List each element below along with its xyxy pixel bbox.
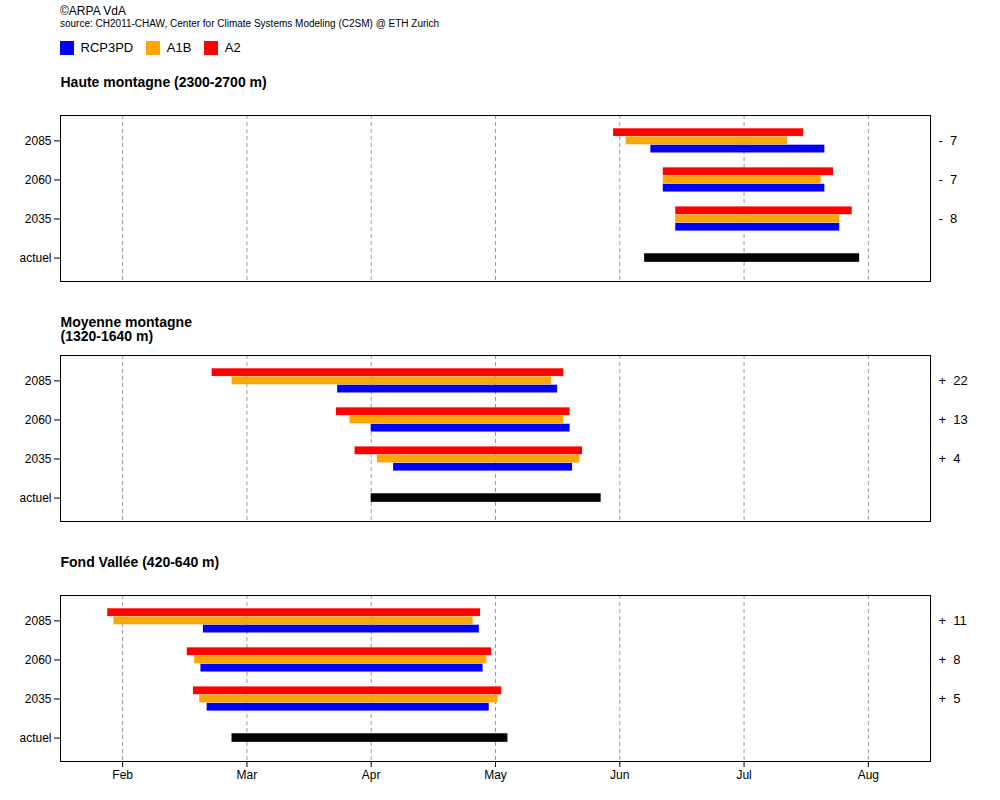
- svg-text:2035: 2035: [25, 691, 52, 705]
- svg-text:Feb: Feb: [112, 768, 133, 782]
- svg-text:- 7: - 7: [939, 172, 958, 187]
- svg-text:2085: 2085: [25, 133, 52, 147]
- svg-text:+ 13: + 13: [939, 412, 968, 427]
- svg-text:actuel: actuel: [19, 730, 51, 744]
- svg-text:2060: 2060: [25, 412, 52, 426]
- svg-text:Aug: Aug: [858, 768, 879, 782]
- svg-text:Jun: Jun: [610, 768, 629, 782]
- svg-text:+ 4: + 4: [939, 451, 961, 466]
- svg-text:Mar: Mar: [237, 768, 258, 782]
- svg-text:+ 22: + 22: [939, 373, 968, 388]
- svg-text:2085: 2085: [25, 373, 52, 387]
- svg-text:- 7: - 7: [939, 133, 958, 148]
- svg-text:Apr: Apr: [362, 768, 381, 782]
- svg-text:2035: 2035: [25, 211, 52, 225]
- svg-text:actuel: actuel: [19, 250, 51, 264]
- svg-text:2085: 2085: [25, 613, 52, 627]
- svg-text:Fond Vallée (420-640 m): Fond Vallée (420-640 m): [61, 554, 220, 570]
- svg-text:actuel: actuel: [19, 490, 51, 504]
- svg-text:2060: 2060: [25, 652, 52, 666]
- html-text:source: CH2011-CHAW, Center fo: source: CH2011-CHAW, Center for Climate …: [60, 18, 440, 29]
- svg-text:May: May: [484, 768, 507, 782]
- svg-text:2035: 2035: [25, 451, 52, 465]
- html-text:©ARPA VdA: ©ARPA VdA: [60, 4, 126, 18]
- html-text:RCP3PD: RCP3PD: [80, 40, 134, 55]
- svg-text:+ 5: + 5: [939, 691, 961, 706]
- svg-text:- 8: - 8: [939, 211, 958, 226]
- svg-text:+ 11: + 11: [939, 613, 967, 628]
- svg-text:Jul: Jul: [736, 768, 751, 782]
- html-text:A2: A2: [224, 40, 241, 55]
- svg-text:Moyenne montagne(1320-1640 m): Moyenne montagne(1320-1640 m): [61, 314, 193, 344]
- svg-text:2060: 2060: [25, 172, 52, 186]
- svg-text:+ 8: + 8: [939, 652, 961, 667]
- svg-text:Haute montagne (2300-2700 m): Haute montagne (2300-2700 m): [61, 74, 267, 90]
- html-text:A1B: A1B: [166, 40, 192, 55]
